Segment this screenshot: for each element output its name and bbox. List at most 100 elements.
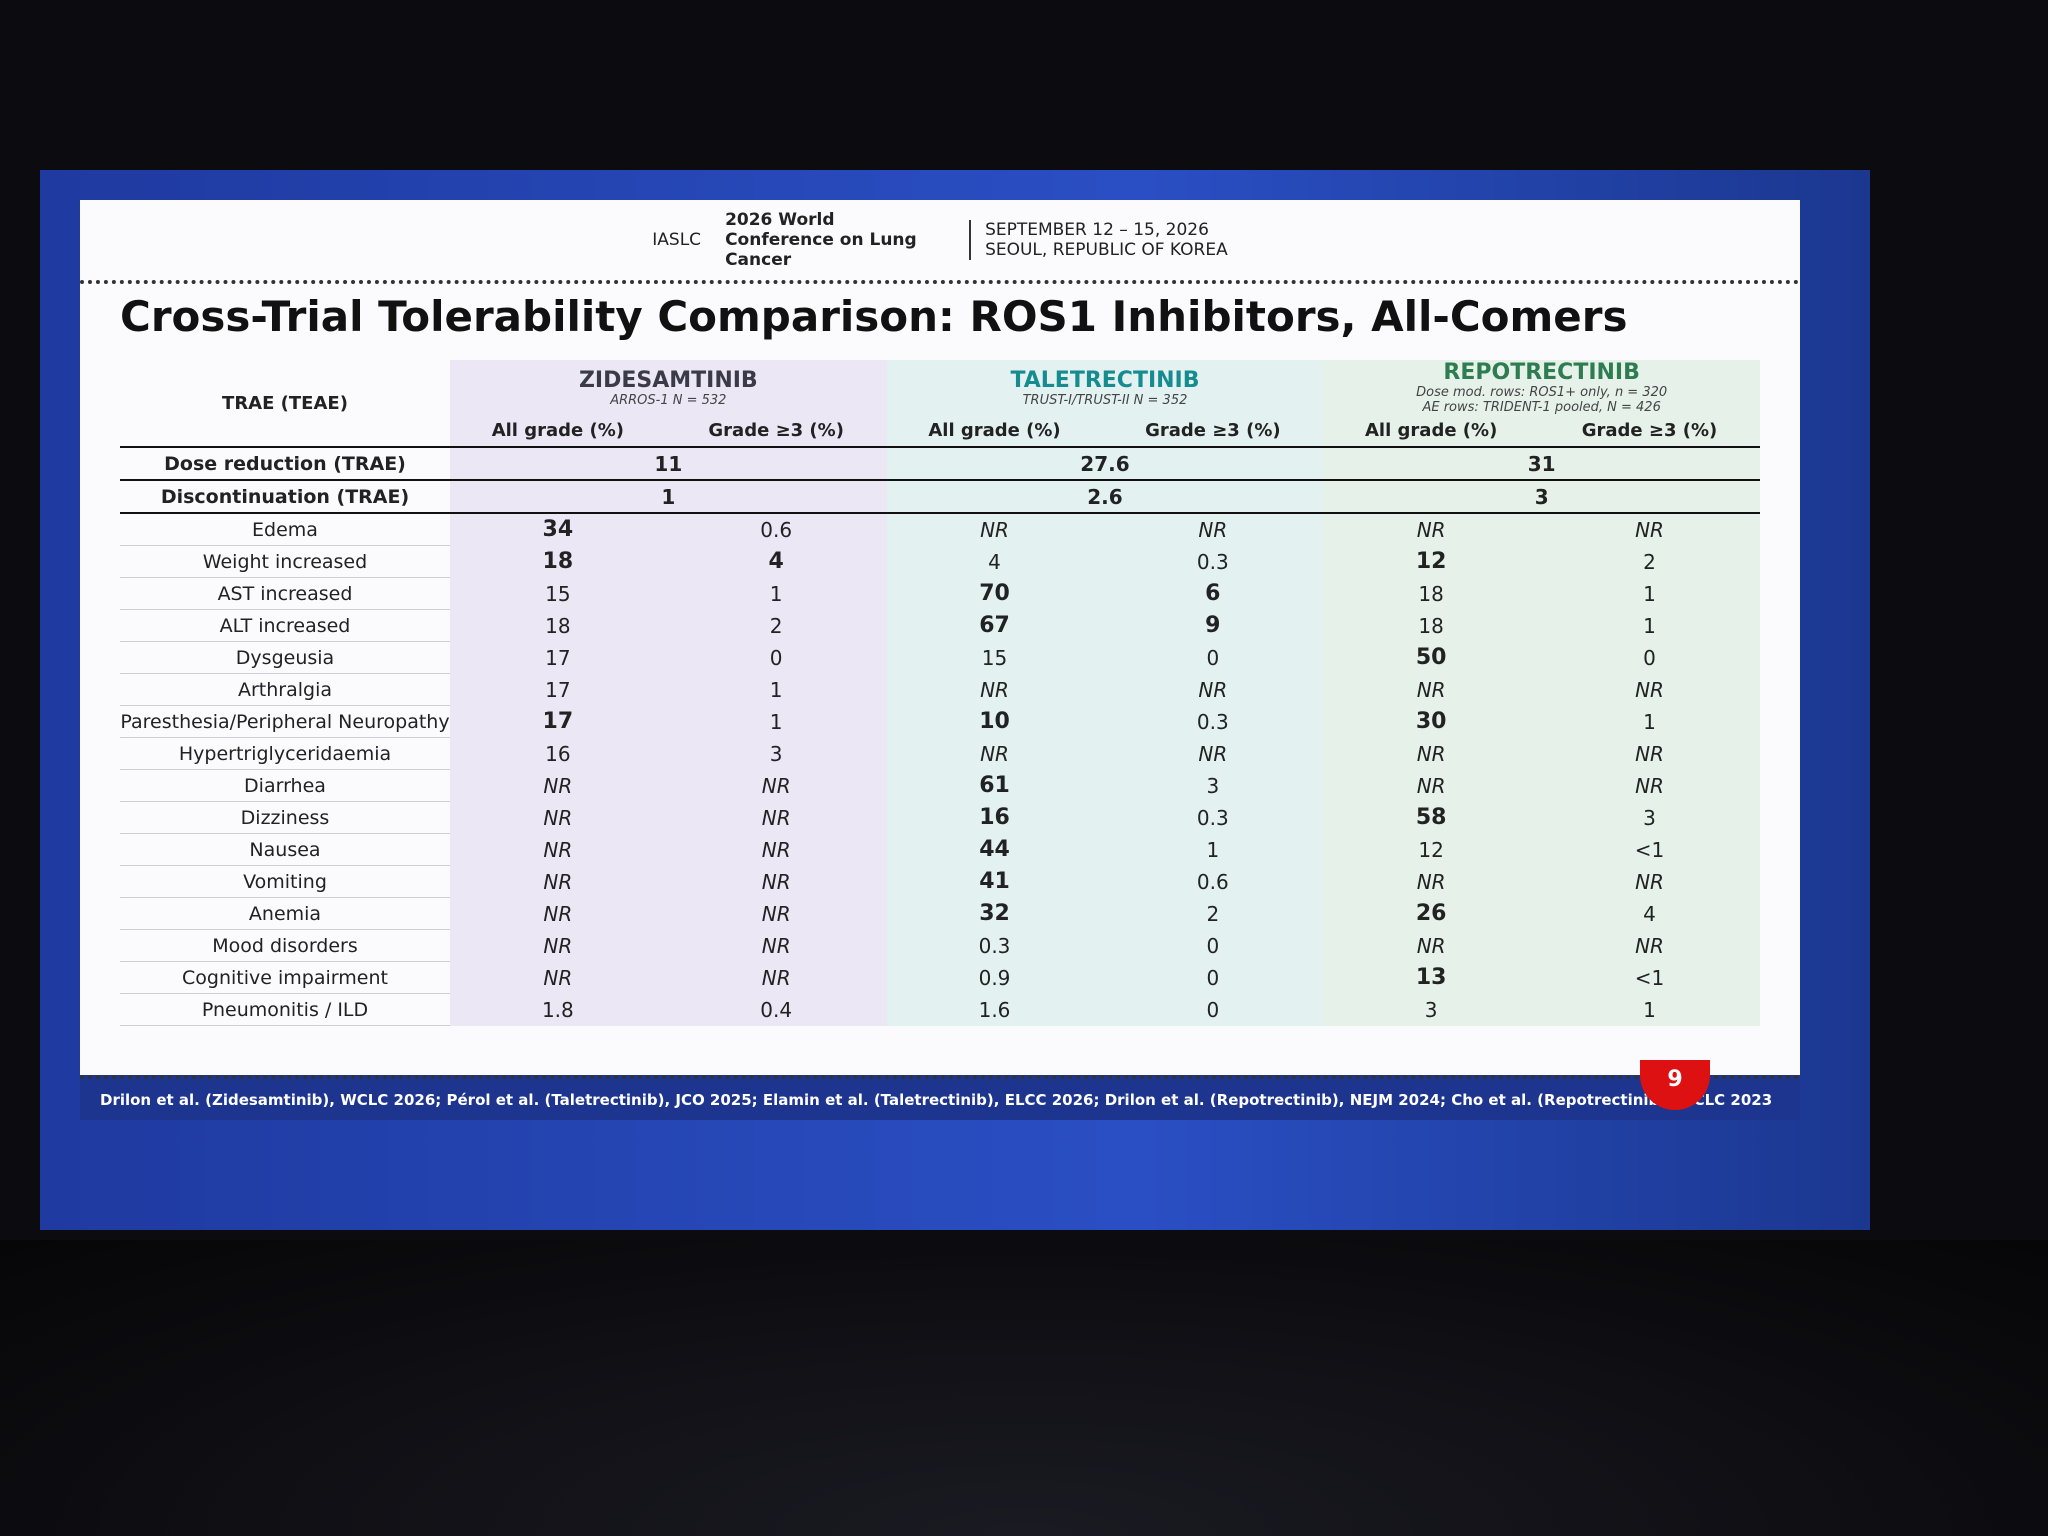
cell: 3	[665, 737, 887, 770]
cell: 4	[1539, 897, 1760, 930]
cell: NR	[1539, 737, 1760, 770]
cell: NR	[450, 833, 666, 866]
ae-row: Arthralgia 17 1 NR NR NR NR	[120, 673, 1760, 706]
row-name: Mood disorders	[120, 929, 450, 962]
cell: 3	[1323, 993, 1539, 1026]
dates-location: SEPTEMBER 12 – 15, 2026 SEOUL, REPUBLIC O…	[969, 220, 1228, 260]
conference: 2026 World Conference on Lung Cancer	[725, 210, 917, 270]
cell: 1	[665, 673, 887, 706]
cell: 18	[1323, 609, 1539, 642]
slide: IASLC 2026 World Conference on Lung Canc…	[80, 200, 1800, 1120]
ae-row: Vomiting NR NR 41 0.6 NR NR	[120, 865, 1760, 898]
subcolumn: Grade ≥3 (%)	[665, 415, 887, 448]
cell: NR	[665, 865, 887, 898]
row-header: TRAE (TEAE)	[222, 392, 348, 414]
cell: NR	[1102, 513, 1324, 546]
cell: 41	[886, 865, 1103, 898]
drug-header: ZIDESAMTINIB ARROS-1 N = 532	[450, 360, 887, 415]
cell: NR	[1323, 673, 1539, 706]
ae-row: Hypertriglyceridaemia 16 3 NR NR NR NR	[120, 737, 1760, 770]
cell: NR	[665, 961, 887, 994]
ae-row: Edema 34 0.6 NR NR NR NR	[120, 513, 1760, 546]
cell: 1	[665, 705, 887, 738]
cell: 0.9	[886, 961, 1103, 994]
cell: 1	[665, 577, 887, 610]
drug-name: REPOTRECTINIB	[1443, 360, 1640, 385]
cell: NR	[665, 769, 887, 802]
dose-value: 3	[1323, 479, 1760, 514]
row-name: Cognitive impairment	[120, 961, 450, 994]
subcolumn: All grade (%)	[450, 415, 666, 448]
cell: NR	[450, 961, 666, 994]
cell: <1	[1539, 961, 1760, 994]
cell: 15	[886, 641, 1103, 674]
row-name: Anemia	[120, 897, 450, 930]
cell: 6	[1102, 577, 1324, 610]
cell: 16	[886, 801, 1103, 834]
drug-name: TALETRECTINIB	[1010, 367, 1200, 393]
cell: 0	[1539, 641, 1760, 674]
cell: NR	[665, 833, 887, 866]
cell: 0.3	[1102, 705, 1324, 738]
cell: 0	[665, 641, 887, 674]
cell: 3	[1102, 769, 1324, 802]
drug-header: REPOTRECTINIB Dose mod. rows: ROS1+ only,…	[1323, 360, 1760, 415]
row-name: ALT increased	[120, 609, 450, 642]
ae-row: Anemia NR NR 32 2 26 4	[120, 897, 1760, 930]
subcolumn: Grade ≥3 (%)	[1102, 415, 1324, 448]
row-name: Vomiting	[120, 865, 450, 898]
cell: 2	[1102, 897, 1324, 930]
cell: 16	[450, 737, 666, 770]
location: SEOUL, REPUBLIC OF KOREA	[985, 240, 1228, 260]
subcolumn: All grade (%)	[886, 415, 1103, 448]
cell: 1	[1539, 577, 1760, 610]
cell: NR	[1102, 673, 1324, 706]
ae-row: Cognitive impairment NR NR 0.9 0 13 <1	[120, 961, 1760, 994]
cell: 1.8	[450, 993, 666, 1026]
cell: 0.6	[665, 513, 887, 546]
ae-row: Paresthesia/Peripheral Neuropathy 17 1 10 0.…	[120, 705, 1760, 738]
cell: NR	[1323, 513, 1539, 546]
screen: IASLC 2026 World Conference on Lung Canc…	[40, 170, 1870, 1230]
cell: <1	[1539, 833, 1760, 866]
audience	[0, 1240, 2048, 1536]
row-name: Hypertriglyceridaemia	[120, 737, 450, 770]
cell: 12	[1323, 545, 1539, 578]
ae-row: ALT increased 18 2 67 9 18 1	[120, 609, 1760, 642]
cell: 1	[1539, 609, 1760, 642]
cell: NR	[665, 897, 887, 930]
row-name: Dysgeusia	[120, 641, 450, 674]
cell: NR	[665, 929, 887, 962]
drug-header: TALETRECTINIB TRUST-I/TRUST-II N = 352	[886, 360, 1324, 415]
cell: 17	[450, 673, 666, 706]
row-name: Paresthesia/Peripheral Neuropathy	[120, 705, 450, 738]
cell: 61	[886, 769, 1103, 802]
subheader-row: All grade (%) Grade ≥3 (%) All grade (%) Gr…	[120, 415, 1760, 448]
cell: NR	[1539, 513, 1760, 546]
cell: 0	[1102, 961, 1324, 994]
drug-name: ZIDESAMTINIB	[578, 367, 758, 393]
cell: 0	[1102, 641, 1324, 674]
cell: 58	[1323, 801, 1539, 834]
row-name: Discontinuation (TRAE)	[120, 479, 450, 514]
cell: 0	[1102, 993, 1324, 1026]
ae-row: Pneumonitis / ILD 1.8 0.4 1.6 0 3 1	[120, 993, 1760, 1026]
cell: 44	[886, 833, 1103, 866]
drug-note: AE rows: TRIDENT-1 pooled, N = 426	[1422, 400, 1661, 415]
cell: 67	[886, 609, 1103, 642]
cell: NR	[1539, 769, 1760, 802]
ae-row: Nausea NR NR 44 1 12 <1	[120, 833, 1760, 866]
cell: NR	[1539, 929, 1760, 962]
cell: NR	[1102, 737, 1324, 770]
cell: 0.6	[1102, 865, 1324, 898]
cell: 17	[450, 705, 666, 738]
ae-row: Diarrhea NR NR 61 3 NR NR	[120, 769, 1760, 802]
cell: 1	[1102, 833, 1324, 866]
cell: 1.6	[886, 993, 1103, 1026]
cell: 18	[450, 609, 666, 642]
row-name: Weight increased	[120, 545, 450, 578]
row-name: Edema	[120, 513, 450, 546]
ae-row: Weight increased 18 4 4 0.3 12 2	[120, 545, 1760, 578]
dose-value: 2.6	[886, 479, 1324, 514]
cell: 15	[450, 577, 666, 610]
